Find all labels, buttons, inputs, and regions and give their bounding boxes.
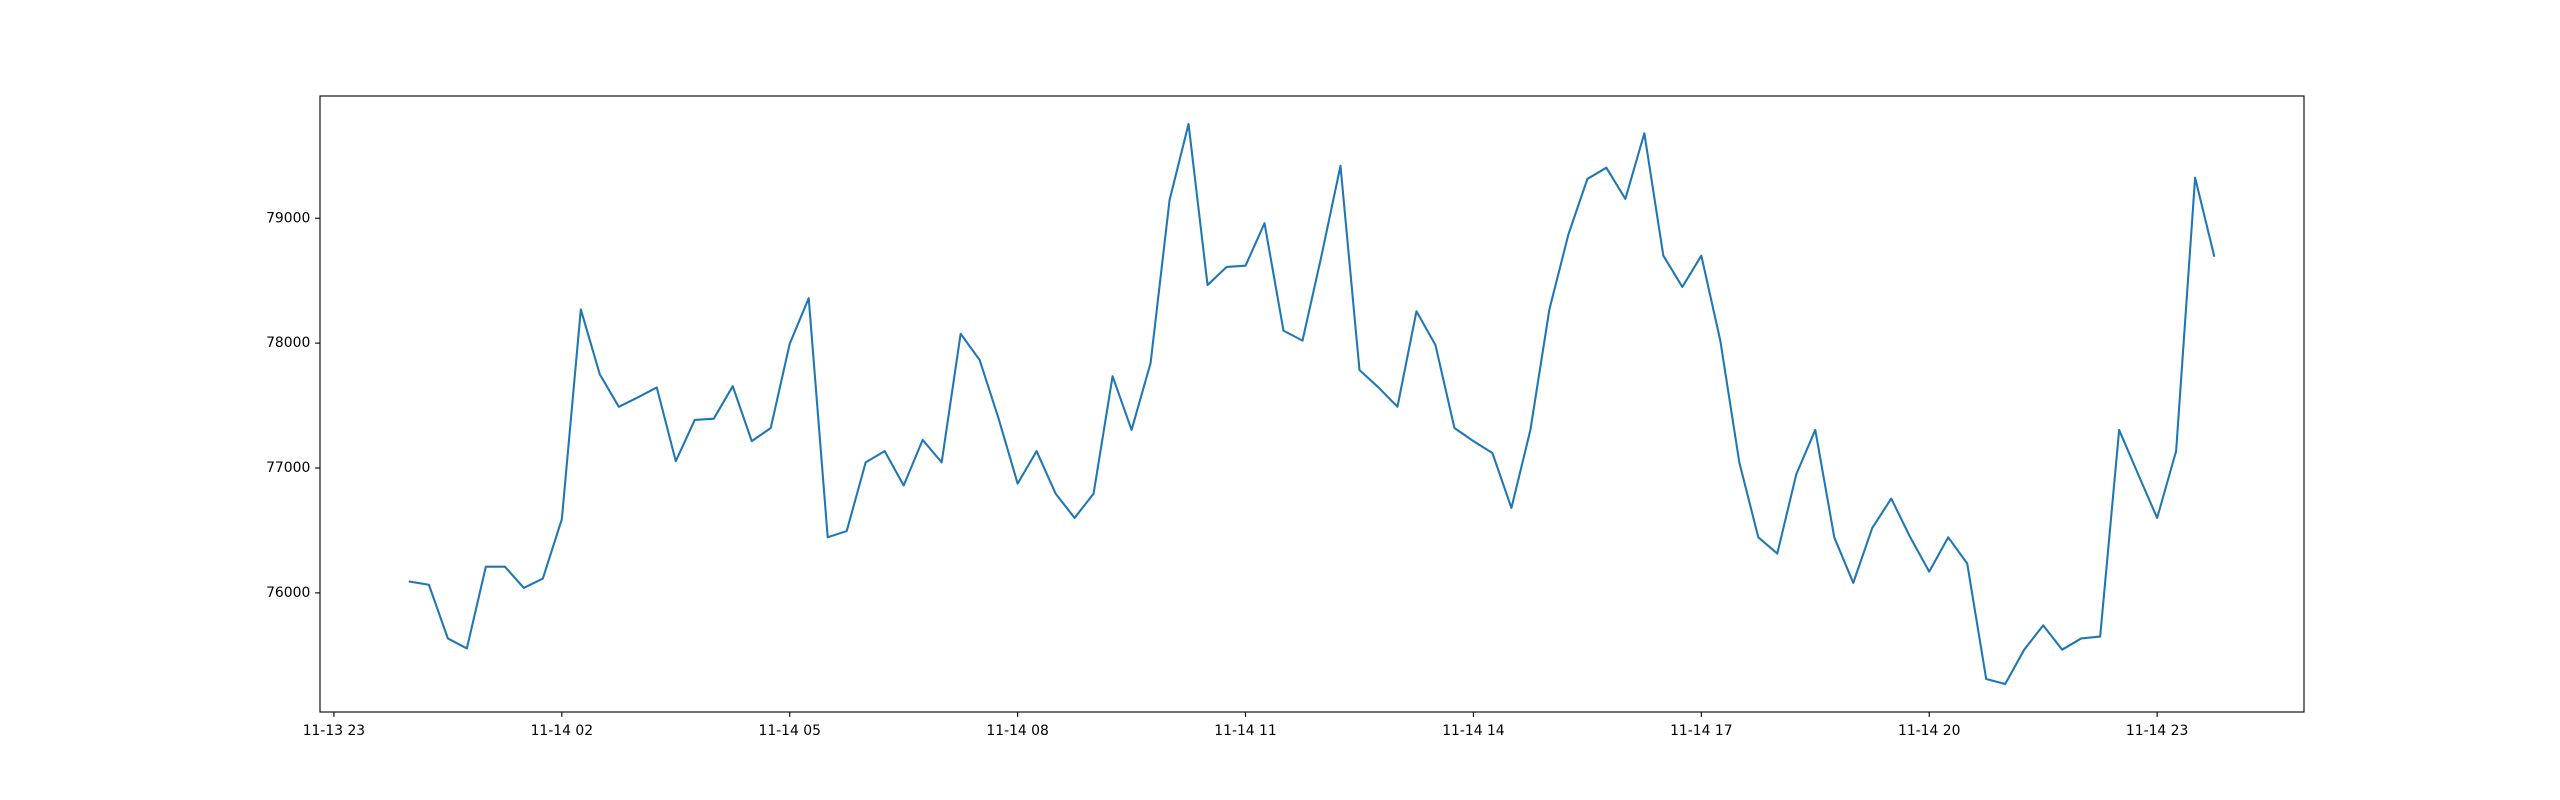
x-tick-label: 11-13 23: [303, 723, 365, 739]
x-tick-label: 11-14 23: [2126, 723, 2188, 739]
x-tick-label: 11-14 14: [1442, 723, 1505, 739]
y-tick-label: 79000: [266, 210, 310, 226]
y-tick-label: 77000: [266, 460, 310, 476]
line: [408, 122, 2216, 686]
x-tick-label: 11-14 11: [1214, 723, 1276, 739]
x-tick-label: 11-14 08: [986, 723, 1048, 739]
y-tick-label: 78000: [266, 335, 310, 351]
x-tick-label: 11-14 20: [1898, 723, 1960, 739]
x-tick-label: 11-14 02: [531, 723, 593, 739]
y-tick-label: 76000: [266, 585, 310, 601]
x-tick-label: 11-14 05: [758, 723, 820, 739]
x-tick-label: 11-14 17: [1670, 723, 1732, 739]
plot-frame: [319, 95, 2305, 713]
